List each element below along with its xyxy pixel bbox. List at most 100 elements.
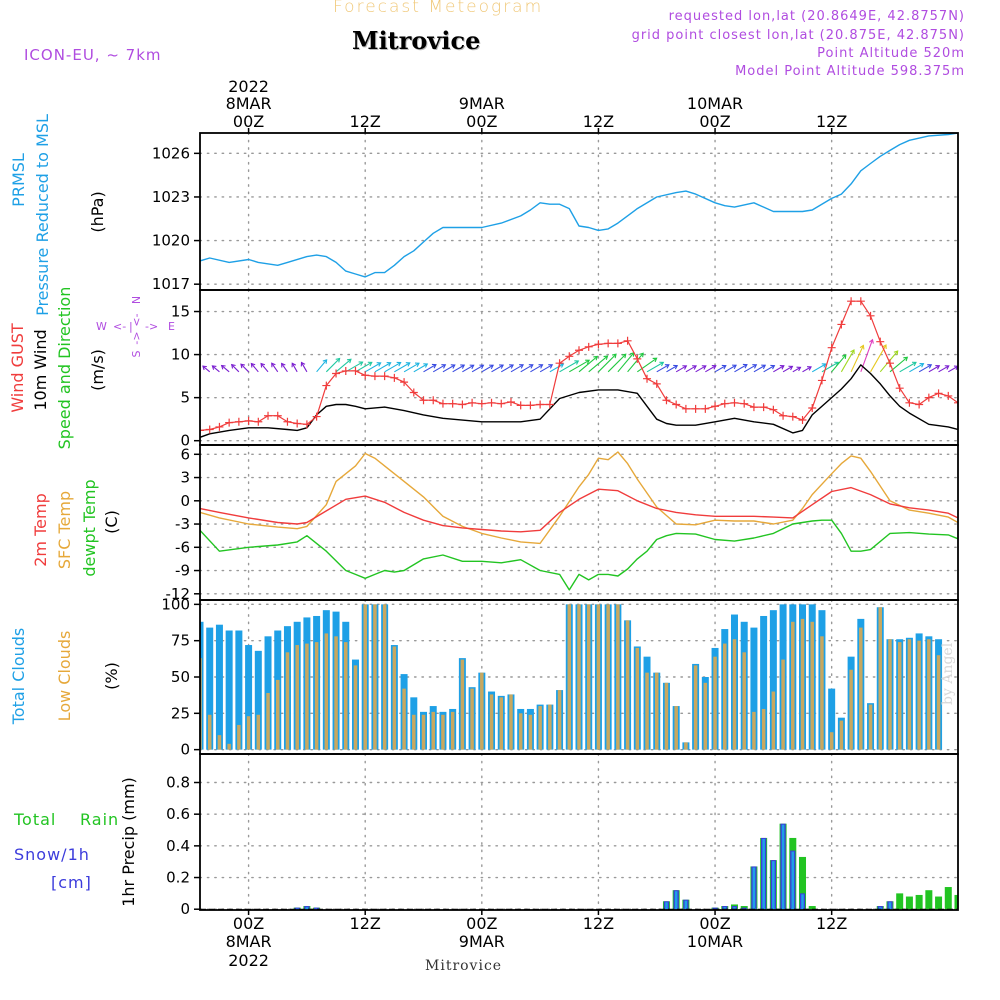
wind-barb-shaft bbox=[471, 364, 484, 373]
low-cloud-bar bbox=[538, 706, 542, 750]
wind-barb-head bbox=[893, 350, 899, 356]
wind-gust-marker bbox=[448, 399, 457, 408]
wind-barb-shaft bbox=[491, 364, 504, 373]
wind-barb-arrow bbox=[316, 359, 328, 373]
snow-bar-inner bbox=[684, 900, 688, 910]
low-cloud-bar bbox=[577, 604, 581, 750]
compass-east-arrow: -> bbox=[145, 320, 158, 333]
temp-unit: (C) bbox=[102, 510, 121, 534]
wind-tick-label: 5 bbox=[180, 389, 190, 407]
snow-bar-inner bbox=[315, 908, 318, 910]
wind-barb-head bbox=[761, 364, 767, 370]
wind-barb-head bbox=[732, 364, 737, 370]
wind-gust-marker bbox=[526, 401, 535, 410]
wind-barb-shaft bbox=[724, 364, 737, 373]
top-axis-date: 9MAR bbox=[459, 94, 505, 113]
low-cloud-bar bbox=[548, 704, 552, 750]
low-cloud-bar bbox=[820, 636, 824, 750]
wind-barb-arrow bbox=[714, 364, 727, 373]
wind-barb-head bbox=[548, 364, 554, 369]
wind-gust-marker bbox=[312, 412, 321, 421]
snow-bar-inner bbox=[878, 907, 882, 910]
model-point-altitude: Model Point Altitude 598.375m bbox=[735, 64, 965, 79]
wind-barb-arrow bbox=[442, 364, 456, 373]
wind-barb-shaft bbox=[281, 363, 288, 373]
wind-barb-shaft bbox=[569, 359, 590, 373]
bottom-axis-year: 2022 bbox=[228, 951, 269, 970]
wind-barb-shaft bbox=[316, 359, 328, 373]
wind-barb-shaft bbox=[918, 364, 932, 373]
wind-gust-marker bbox=[944, 391, 953, 400]
wind-barb-head bbox=[859, 344, 865, 350]
wind-barb-arrow bbox=[773, 365, 785, 373]
wind-speed-line bbox=[200, 364, 958, 438]
wind-barb-shaft bbox=[685, 365, 697, 373]
rain-bar bbox=[808, 906, 816, 910]
wind-gust-marker bbox=[711, 402, 720, 411]
wind-barb-head bbox=[841, 354, 847, 359]
temp-tick-label: 3 bbox=[180, 469, 190, 487]
wind-barb-head bbox=[441, 364, 447, 369]
wind-gust-marker bbox=[555, 359, 564, 368]
low-cloud-bar bbox=[470, 688, 474, 750]
wind-barb-head bbox=[742, 363, 748, 369]
total-cloud-bar bbox=[750, 627, 758, 750]
wind-barb-shaft bbox=[202, 365, 211, 373]
wind-barb-head bbox=[903, 356, 909, 362]
top-axis-hour: 12Z bbox=[350, 112, 381, 131]
snow-bar-inner bbox=[762, 838, 765, 910]
low-cloud-bar bbox=[412, 714, 416, 750]
wind-barb-arrow bbox=[200, 371, 201, 372]
wind-gust-marker bbox=[332, 369, 341, 378]
wind-barb-head bbox=[220, 364, 226, 370]
top-axis-hour: 00Z bbox=[233, 112, 264, 131]
snow-bar-inner bbox=[733, 907, 736, 910]
low-cloud-bar bbox=[897, 642, 902, 750]
wind-barb-head bbox=[538, 364, 544, 369]
wind-gust-marker bbox=[730, 398, 739, 407]
low-cloud-bar bbox=[625, 620, 630, 750]
wind-gust-marker bbox=[370, 372, 379, 381]
low-cloud-bar bbox=[392, 646, 397, 750]
temp-label-dewpt: dewpt Temp bbox=[80, 479, 99, 576]
total-cloud-bar bbox=[200, 621, 204, 750]
wind-gust-marker bbox=[604, 339, 613, 348]
bottom-axis-hour: 12Z bbox=[583, 914, 614, 933]
top-axis-date: 8MAR bbox=[226, 94, 272, 113]
low-cloud-bar bbox=[460, 659, 465, 750]
low-cloud-bar bbox=[800, 618, 805, 750]
wind-gust-marker bbox=[351, 366, 360, 375]
rain-bar bbox=[915, 894, 923, 910]
wind-barb-shaft bbox=[260, 363, 269, 373]
pressure-panel-frame bbox=[199, 132, 959, 291]
low-cloud-bar bbox=[936, 655, 941, 750]
wind-barb-arrow bbox=[675, 365, 688, 373]
bottom-axis-hour: 00Z bbox=[699, 914, 730, 933]
rain-bar bbox=[799, 856, 807, 910]
wind-barb-shaft bbox=[588, 355, 608, 373]
temp-tick-label: -12 bbox=[166, 585, 191, 603]
low-cloud-bar bbox=[771, 691, 776, 750]
top-axis-hour: 12Z bbox=[816, 112, 847, 131]
wind-gust-marker bbox=[691, 404, 700, 413]
wind-barb-arrow bbox=[202, 365, 211, 373]
wind-barb-head bbox=[335, 357, 341, 363]
wind-barb-head bbox=[202, 365, 207, 371]
wind-barb-shaft bbox=[510, 364, 524, 373]
wind-gust-marker bbox=[205, 425, 214, 434]
wind-gust-marker bbox=[915, 400, 924, 409]
wind-gust-marker bbox=[876, 337, 885, 346]
wind-barb-arrow bbox=[260, 362, 269, 373]
wind-barb-head bbox=[346, 358, 352, 364]
wind-barb-head bbox=[386, 362, 392, 367]
wind-gust-marker bbox=[380, 372, 389, 381]
temp-label-sfc: SFC Temp bbox=[55, 491, 74, 569]
low-cloud-bar bbox=[489, 694, 494, 750]
wind-barb-arrow bbox=[753, 364, 767, 373]
wind-barb-arrow bbox=[335, 358, 352, 373]
total-cloud-bar bbox=[215, 624, 223, 750]
wind-barb-arrow bbox=[569, 359, 591, 373]
low-cloud-bar bbox=[373, 604, 377, 750]
wind-barb-arrow bbox=[471, 364, 485, 373]
wind-barb-shaft bbox=[666, 365, 678, 373]
